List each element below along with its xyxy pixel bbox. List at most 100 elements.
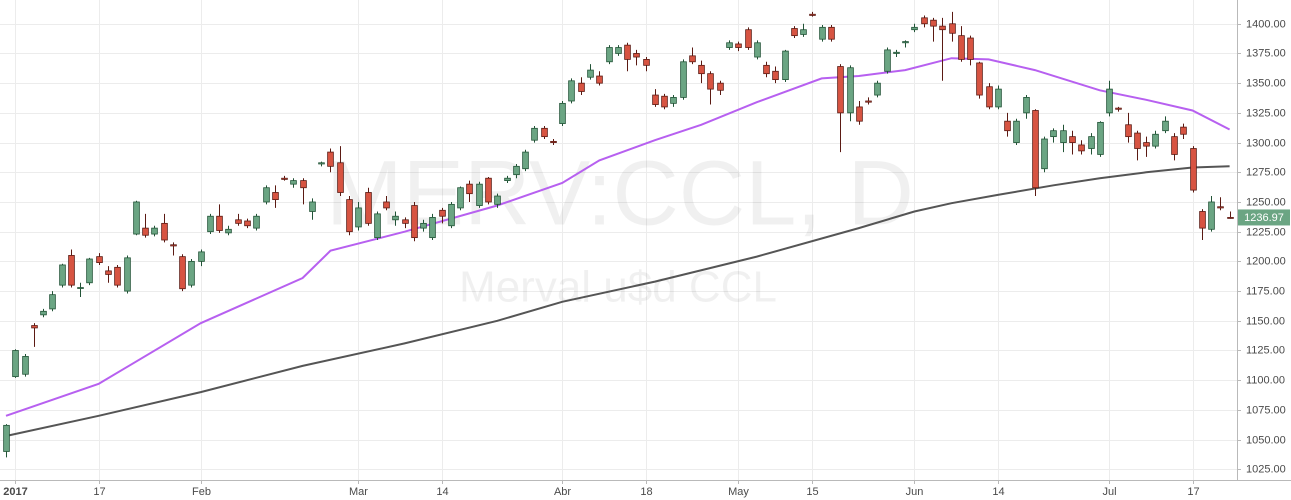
x-tick-label: 17 <box>1187 486 1199 498</box>
candle-body <box>550 140 557 143</box>
y-tick-label: 1100.00 <box>1246 374 1285 386</box>
y-tick-label: 1125.00 <box>1246 344 1285 356</box>
y-tick-label: 1250.00 <box>1246 196 1286 208</box>
candle-body <box>272 192 279 201</box>
candle-body <box>1152 133 1159 147</box>
candle-body <box>142 227 149 236</box>
candle-body <box>40 310 47 316</box>
candle-body <box>448 203 455 227</box>
candle-body <box>1004 120 1011 132</box>
candle-body <box>606 47 613 63</box>
watermark-subtitle: Merval u$d CCL <box>459 263 777 312</box>
candle-body <box>1078 144 1085 152</box>
candle-body <box>411 205 418 239</box>
candle-body <box>800 29 807 35</box>
candle-body <box>949 23 956 34</box>
moving-average <box>5 57 1231 417</box>
candle-body <box>114 266 121 286</box>
candle-body <box>531 127 538 141</box>
candle-body <box>819 26 826 40</box>
candle-body <box>856 106 863 122</box>
candle-body <box>49 294 56 310</box>
candle-body <box>837 66 844 114</box>
candle-body <box>995 88 1002 108</box>
candle-body <box>911 26 918 31</box>
candle-body <box>439 209 446 217</box>
candle-body <box>587 69 594 78</box>
x-tick-label: Feb <box>192 486 211 498</box>
candle-body <box>1217 206 1224 209</box>
x-tick-label: 14 <box>992 486 1004 498</box>
candle-body <box>392 215 399 221</box>
candle-body <box>281 177 288 180</box>
y-tick-label: 1375.00 <box>1246 47 1286 59</box>
candle-body <box>494 195 501 205</box>
candle-body <box>1190 148 1197 191</box>
candle-body <box>1060 130 1067 143</box>
x-tick-label: 2017 <box>3 486 27 498</box>
y-tick-label: 1075.00 <box>1246 404 1286 416</box>
candle-body <box>1134 132 1141 149</box>
candle-body <box>1069 136 1076 143</box>
candle-body <box>902 41 909 44</box>
candle-body <box>179 256 186 290</box>
candle-body <box>68 255 75 286</box>
candle-body <box>235 219 242 224</box>
candle-body <box>986 86 993 108</box>
candle-body <box>12 350 19 378</box>
candle-body <box>958 35 965 60</box>
x-tick-label: May <box>728 486 749 498</box>
candle-body <box>124 257 131 292</box>
candle-body <box>96 256 103 263</box>
candle-body <box>541 127 548 138</box>
candle-body <box>133 201 140 235</box>
candle-body <box>1088 136 1095 149</box>
candle-body <box>198 251 205 262</box>
y-tick-label: 1275.00 <box>1246 166 1286 178</box>
candle-body <box>735 43 742 48</box>
candle-body <box>643 59 650 66</box>
candle-body <box>429 217 436 239</box>
candle-body <box>967 37 974 60</box>
candle-body <box>809 13 816 16</box>
candle-body <box>355 207 362 228</box>
x-tick-label: Abr <box>554 486 571 498</box>
candle-body <box>1208 201 1215 230</box>
candle-body <box>105 270 112 275</box>
moving-average <box>5 165 1230 437</box>
candle-body <box>244 220 251 227</box>
y-tick-label: 1225.00 <box>1246 226 1286 238</box>
candle-body <box>161 222 168 241</box>
y-tick-label: 1050.00 <box>1246 434 1286 446</box>
candle-body <box>402 219 409 224</box>
candle-body <box>253 215 260 229</box>
candle-body <box>596 75 603 84</box>
candle-body <box>327 151 334 167</box>
y-tick-label: 1400.00 <box>1246 18 1286 30</box>
candle-body <box>457 187 464 209</box>
candle-body <box>568 80 575 102</box>
candle-body <box>1032 110 1039 189</box>
candle-body <box>1115 107 1122 110</box>
candle-body <box>3 424 10 452</box>
candle-body <box>1023 97 1030 114</box>
candle-body <box>1143 142 1150 147</box>
candle-body <box>365 192 372 224</box>
candle-body <box>504 177 511 181</box>
candle-body <box>151 227 158 235</box>
candle-body <box>309 201 316 212</box>
candle-body <box>930 19 937 27</box>
candle-body <box>300 180 307 189</box>
candle-body <box>874 82 881 96</box>
candle-body <box>225 228 232 234</box>
candle-body <box>680 61 687 98</box>
candle-body <box>939 25 946 31</box>
x-tick-label: Jul <box>1102 486 1116 498</box>
candle-body <box>466 183 473 195</box>
candle-body <box>22 356 29 375</box>
candle-body <box>1199 211 1206 229</box>
candle-body <box>921 17 928 25</box>
candle-body <box>86 258 93 284</box>
candle-body <box>290 180 297 185</box>
